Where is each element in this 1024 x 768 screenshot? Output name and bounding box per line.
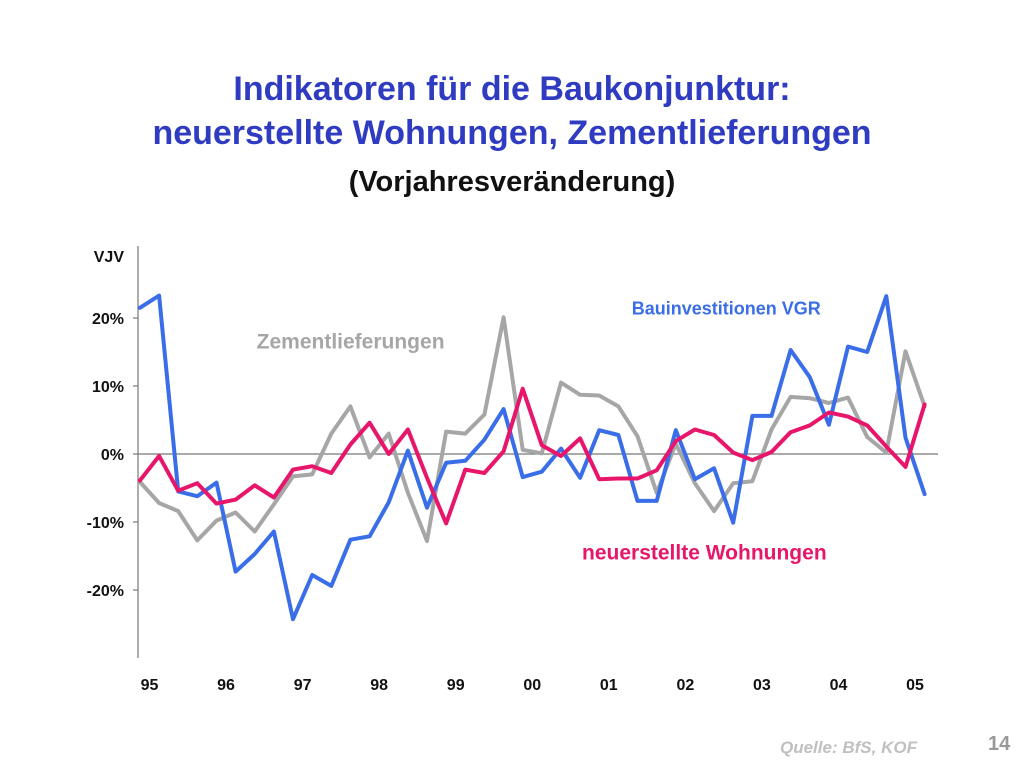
series-line-zementlieferungen xyxy=(137,315,927,543)
x-tick-label: 01 xyxy=(600,677,618,694)
y-axis-label: VJV xyxy=(94,249,125,266)
y-tick-label: 20% xyxy=(92,311,124,328)
title-line-1: Indikatoren für die Baukonjunktur: xyxy=(233,70,791,108)
series-label: neuerstellte Wohnungen xyxy=(582,541,827,564)
x-tick-label: 05 xyxy=(906,677,924,694)
title-line-2: neuerstellte Wohnungen, Zementlieferunge… xyxy=(152,114,872,152)
x-tick-label: 98 xyxy=(370,677,388,694)
x-tick-label: 97 xyxy=(294,677,312,694)
x-tick-label: 96 xyxy=(217,677,235,694)
series-line-neuerstellte-wohnungen xyxy=(137,386,927,526)
x-tick-label: 02 xyxy=(676,677,694,694)
series-label: Zementlieferungen xyxy=(257,331,445,354)
y-tick-label: 0% xyxy=(101,447,124,464)
source-note: Quelle: BfS, KOF xyxy=(780,738,917,757)
title-line-3: (Vorjahresveränderung) xyxy=(348,166,676,198)
x-tick-label: 99 xyxy=(447,677,465,694)
x-tick-label: 03 xyxy=(753,677,771,694)
y-tick-label: -10% xyxy=(87,515,124,532)
x-tick-label: 00 xyxy=(523,677,541,694)
series-label: Bauinvestitionen VGR xyxy=(632,299,821,319)
x-tick-label: 04 xyxy=(830,677,848,694)
y-tick-label: -20% xyxy=(87,583,124,600)
x-tick-label: 95 xyxy=(141,677,159,694)
page-number: 14 xyxy=(988,733,1011,755)
series-line-bauinvestitionen-vgr xyxy=(137,293,927,622)
y-tick-label: 10% xyxy=(92,379,124,396)
